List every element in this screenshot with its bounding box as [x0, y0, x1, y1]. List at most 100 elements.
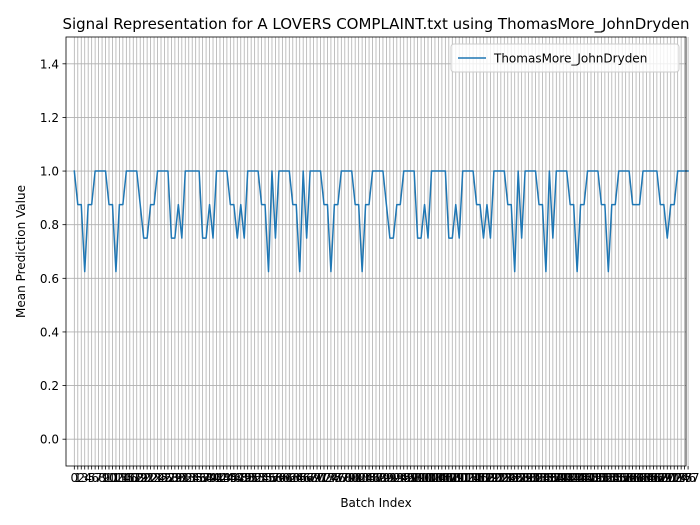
- y-tick-label: 0.6: [40, 272, 59, 286]
- x-tick-label: 59: [271, 471, 286, 485]
- x-tick-label: 74: [323, 471, 338, 485]
- x-tick-label: 142: [555, 471, 578, 485]
- x-tick-label: 76: [330, 471, 345, 485]
- x-tick-label: 124: [493, 471, 516, 485]
- x-tick-label: 175: [670, 471, 693, 485]
- x-tick-label: 169: [649, 471, 672, 485]
- x-tick-label: 71: [313, 471, 328, 485]
- x-tick-label: 165: [635, 471, 658, 485]
- x-tick-label: 41: [209, 471, 224, 485]
- x-tick-label: 1: [74, 471, 82, 485]
- x-tick-label: 108: [437, 471, 460, 485]
- x-tick-label: 92: [386, 471, 401, 485]
- x-tick-label: 101: [413, 471, 436, 485]
- x-tick-label: 94: [393, 471, 408, 485]
- x-tick-label: 137: [538, 471, 561, 485]
- chart-title: Signal Representation for A LOVERS COMPL…: [62, 15, 689, 34]
- x-tick-label: 33: [181, 471, 196, 485]
- x-tick-label: 114: [458, 471, 481, 485]
- x-tick-label: 21: [140, 471, 155, 485]
- x-tick-label: 118: [472, 471, 495, 485]
- y-tick-label: 1.0: [40, 165, 59, 179]
- x-tick-label: 109: [441, 471, 464, 485]
- x-tick-label: 54: [254, 471, 269, 485]
- x-tick-label: 47: [230, 471, 245, 485]
- y-tick-label: 1.4: [40, 57, 59, 71]
- x-tick-label: 140: [548, 471, 571, 485]
- x-tick-label: 57: [264, 471, 279, 485]
- x-tick-label: 88: [372, 471, 387, 485]
- x-tick-label: 100: [410, 471, 433, 485]
- x-tick-label: 172: [659, 471, 682, 485]
- x-tick-label: 173: [663, 471, 686, 485]
- x-tick-label: 43: [216, 471, 231, 485]
- y-tick-label: 0.8: [40, 218, 59, 232]
- x-tick-label: 20: [136, 471, 151, 485]
- x-tick-label: 49: [237, 471, 252, 485]
- x-tick-label: 132: [521, 471, 544, 485]
- x-tick-label: 11: [105, 471, 120, 485]
- x-tick-label: 98: [407, 471, 422, 485]
- x-tick-label: 143: [559, 471, 582, 485]
- x-tick-label: 122: [486, 471, 509, 485]
- x-tick-label: 157: [607, 471, 630, 485]
- x-tick-label: 84: [358, 471, 373, 485]
- x-tick-label: 127: [503, 471, 526, 485]
- x-tick-label: 166: [638, 471, 661, 485]
- x-tick-label: 103: [420, 471, 443, 485]
- x-tick-label: 120: [479, 471, 502, 485]
- x-tick-label: 161: [621, 471, 644, 485]
- x-tick-label: 151: [586, 471, 609, 485]
- x-tick-label: 75: [327, 471, 342, 485]
- x-tick-label: 125: [496, 471, 519, 485]
- x-tick-label: 82: [351, 471, 366, 485]
- x-tick-label: 160: [618, 471, 641, 485]
- x-tick-label: 104: [423, 471, 446, 485]
- x-tick-label: 50: [240, 471, 255, 485]
- x-tick-label: 146: [569, 471, 592, 485]
- x-tick-label: 128: [507, 471, 530, 485]
- x-tick-label: 96: [400, 471, 415, 485]
- x-tick-label: 162: [625, 471, 648, 485]
- x-tick-label: 27: [160, 471, 175, 485]
- x-tick-label: 168: [645, 471, 668, 485]
- x-tick-label: 177: [677, 471, 700, 485]
- x-tick-label: 4: [84, 471, 92, 485]
- x-tick-label: 144: [562, 471, 585, 485]
- x-tick-label: 79: [341, 471, 356, 485]
- y-tick-label: 0.4: [40, 325, 59, 339]
- x-tick-label: 48: [233, 471, 248, 485]
- x-tick-label: 2: [77, 471, 85, 485]
- x-tick-label: 102: [417, 471, 440, 485]
- x-tick-label: 115: [462, 471, 485, 485]
- x-tick-label: 150: [583, 471, 606, 485]
- x-tick-label: 70: [309, 471, 324, 485]
- x-tick-label: 77: [334, 471, 349, 485]
- x-tick-label: 12: [108, 471, 123, 485]
- series-line-ThomasMore_JohnDryden: [73, 170, 689, 273]
- x-tick-label: 30: [171, 471, 186, 485]
- x-tick-label: 38: [198, 471, 213, 485]
- x-tick-label: 72: [316, 471, 331, 485]
- x-tick-label: 0: [71, 471, 79, 485]
- x-tick-label: 123: [489, 471, 512, 485]
- x-tick-label: 19: [133, 471, 148, 485]
- x-tick-label: 93: [389, 471, 404, 485]
- x-tick-label: 17: [126, 471, 141, 485]
- x-tick-label: 22: [143, 471, 158, 485]
- x-tick-label: 80: [344, 471, 359, 485]
- x-tick-label: 46: [226, 471, 241, 485]
- x-tick-label: 152: [590, 471, 613, 485]
- x-tick-label: 129: [510, 471, 533, 485]
- x-tick-label: 8: [98, 471, 106, 485]
- x-tick-label: 148: [576, 471, 599, 485]
- x-tick-label: 134: [528, 471, 551, 485]
- y-tick-label: 0.2: [40, 379, 59, 393]
- x-tick-label: 112: [451, 471, 474, 485]
- x-tick-label: 81: [348, 471, 363, 485]
- x-tick-label: 37: [195, 471, 210, 485]
- x-tick-label: 26: [157, 471, 172, 485]
- x-tick-label: 29: [167, 471, 182, 485]
- x-tick-label: 24: [150, 471, 165, 485]
- x-tick-label: 111: [448, 471, 471, 485]
